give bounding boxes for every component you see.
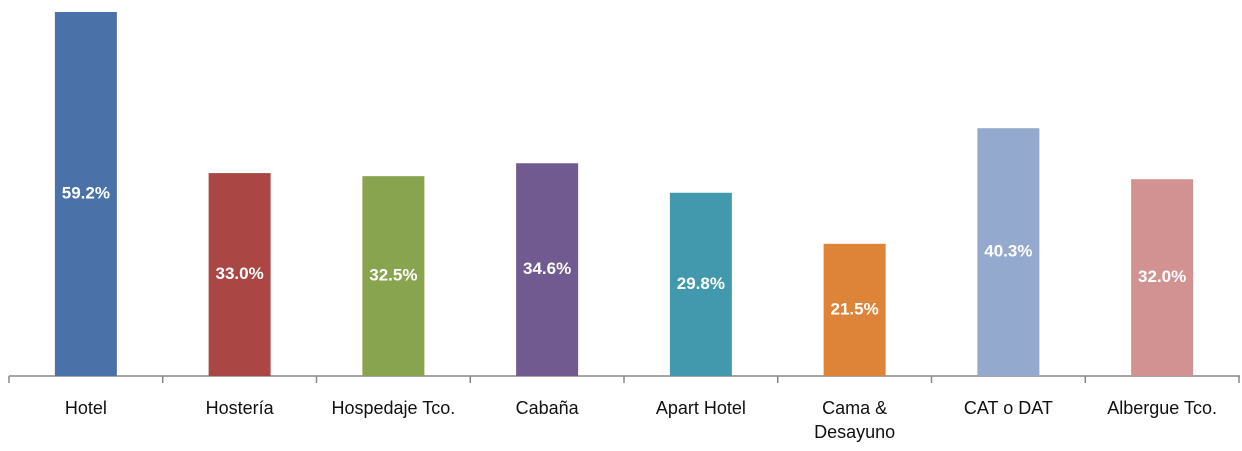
value-label: 32.5% — [369, 266, 417, 285]
bar — [977, 128, 1040, 376]
bar — [516, 163, 579, 376]
x-tick-label: Hostería — [205, 398, 274, 418]
bar — [362, 176, 425, 376]
bar — [208, 173, 271, 376]
value-label: 59.2% — [62, 183, 110, 202]
x-tick-label: Albergue Tco. — [1107, 398, 1217, 418]
x-tick-label: Cabaña — [515, 398, 579, 418]
x-tick-label: CAT o DAT — [963, 398, 1053, 418]
x-tick-label: Hospedaje Tco. — [331, 398, 456, 418]
value-label: 21.5% — [831, 299, 879, 318]
x-tick-label: Apart Hotel — [655, 398, 746, 418]
bar — [54, 12, 117, 376]
value-label: 33.0% — [216, 264, 264, 283]
bar — [823, 243, 886, 376]
bar — [669, 192, 732, 376]
value-label: 32.0% — [1138, 267, 1186, 286]
value-label: 34.6% — [523, 259, 571, 278]
x-tick-label: Hotel — [64, 398, 107, 418]
value-label: 29.8% — [677, 274, 725, 293]
value-label: 40.3% — [984, 242, 1032, 261]
x-tick-label: Cama & Desayuno — [814, 398, 896, 442]
bar — [1131, 179, 1194, 376]
